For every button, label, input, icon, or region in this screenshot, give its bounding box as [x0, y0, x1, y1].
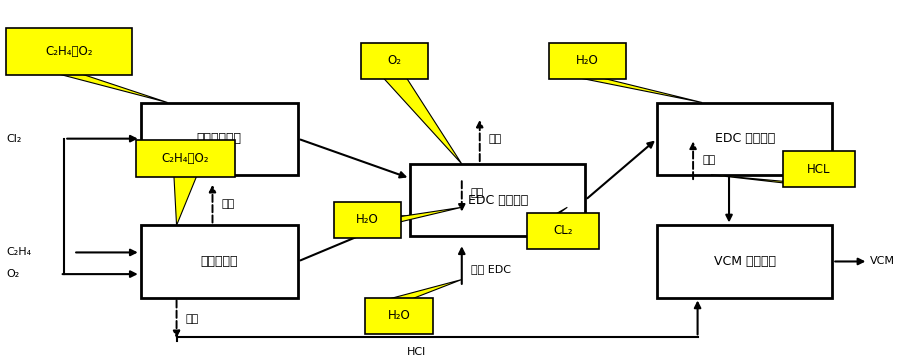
- Polygon shape: [387, 280, 461, 300]
- FancyBboxPatch shape: [782, 151, 854, 187]
- Text: H₂O: H₂O: [355, 213, 379, 226]
- FancyBboxPatch shape: [657, 103, 832, 175]
- Text: H₂O: H₂O: [575, 55, 598, 67]
- Text: 氧氯化单元: 氧氯化单元: [200, 255, 238, 268]
- FancyBboxPatch shape: [6, 28, 132, 75]
- Text: 尾气: 尾气: [701, 155, 714, 165]
- Text: O₂: O₂: [387, 55, 401, 67]
- Text: HCl: HCl: [407, 347, 426, 357]
- FancyBboxPatch shape: [527, 213, 598, 249]
- Polygon shape: [575, 77, 701, 103]
- Text: 废水: 废水: [185, 314, 198, 324]
- FancyBboxPatch shape: [334, 202, 400, 238]
- Text: VCM: VCM: [870, 257, 894, 266]
- Text: VCM 精制单元: VCM 精制单元: [713, 255, 775, 268]
- Text: EDC 裂解单元: EDC 裂解单元: [713, 132, 774, 145]
- Text: H₂O: H₂O: [387, 309, 410, 322]
- FancyBboxPatch shape: [548, 43, 625, 79]
- FancyBboxPatch shape: [364, 298, 432, 334]
- Text: 直接氯化单元: 直接氯化单元: [197, 132, 242, 145]
- Polygon shape: [710, 175, 830, 186]
- Polygon shape: [530, 207, 566, 234]
- Text: 尾气: 尾气: [221, 199, 235, 209]
- FancyBboxPatch shape: [360, 43, 428, 79]
- Polygon shape: [382, 77, 461, 164]
- Text: C₂H₄、O₂: C₂H₄、O₂: [45, 46, 92, 59]
- Polygon shape: [57, 74, 168, 103]
- FancyBboxPatch shape: [141, 103, 298, 175]
- FancyBboxPatch shape: [136, 141, 235, 177]
- Polygon shape: [174, 175, 197, 225]
- FancyBboxPatch shape: [410, 164, 584, 236]
- Text: EDC 精制单元: EDC 精制单元: [467, 194, 528, 206]
- Polygon shape: [396, 207, 461, 223]
- FancyBboxPatch shape: [657, 225, 832, 298]
- Text: 废水: 废水: [470, 188, 483, 198]
- Text: O₂: O₂: [6, 269, 19, 279]
- Text: Cl₂: Cl₂: [6, 134, 22, 144]
- Text: 回收 EDC: 回收 EDC: [470, 264, 511, 274]
- FancyBboxPatch shape: [141, 225, 298, 298]
- Text: C₂H₄: C₂H₄: [6, 248, 31, 257]
- Text: HCL: HCL: [806, 163, 830, 176]
- Text: C₂H₄、O₂: C₂H₄、O₂: [161, 152, 209, 165]
- Text: 尾气: 尾气: [488, 134, 502, 144]
- Text: CL₂: CL₂: [552, 224, 572, 237]
